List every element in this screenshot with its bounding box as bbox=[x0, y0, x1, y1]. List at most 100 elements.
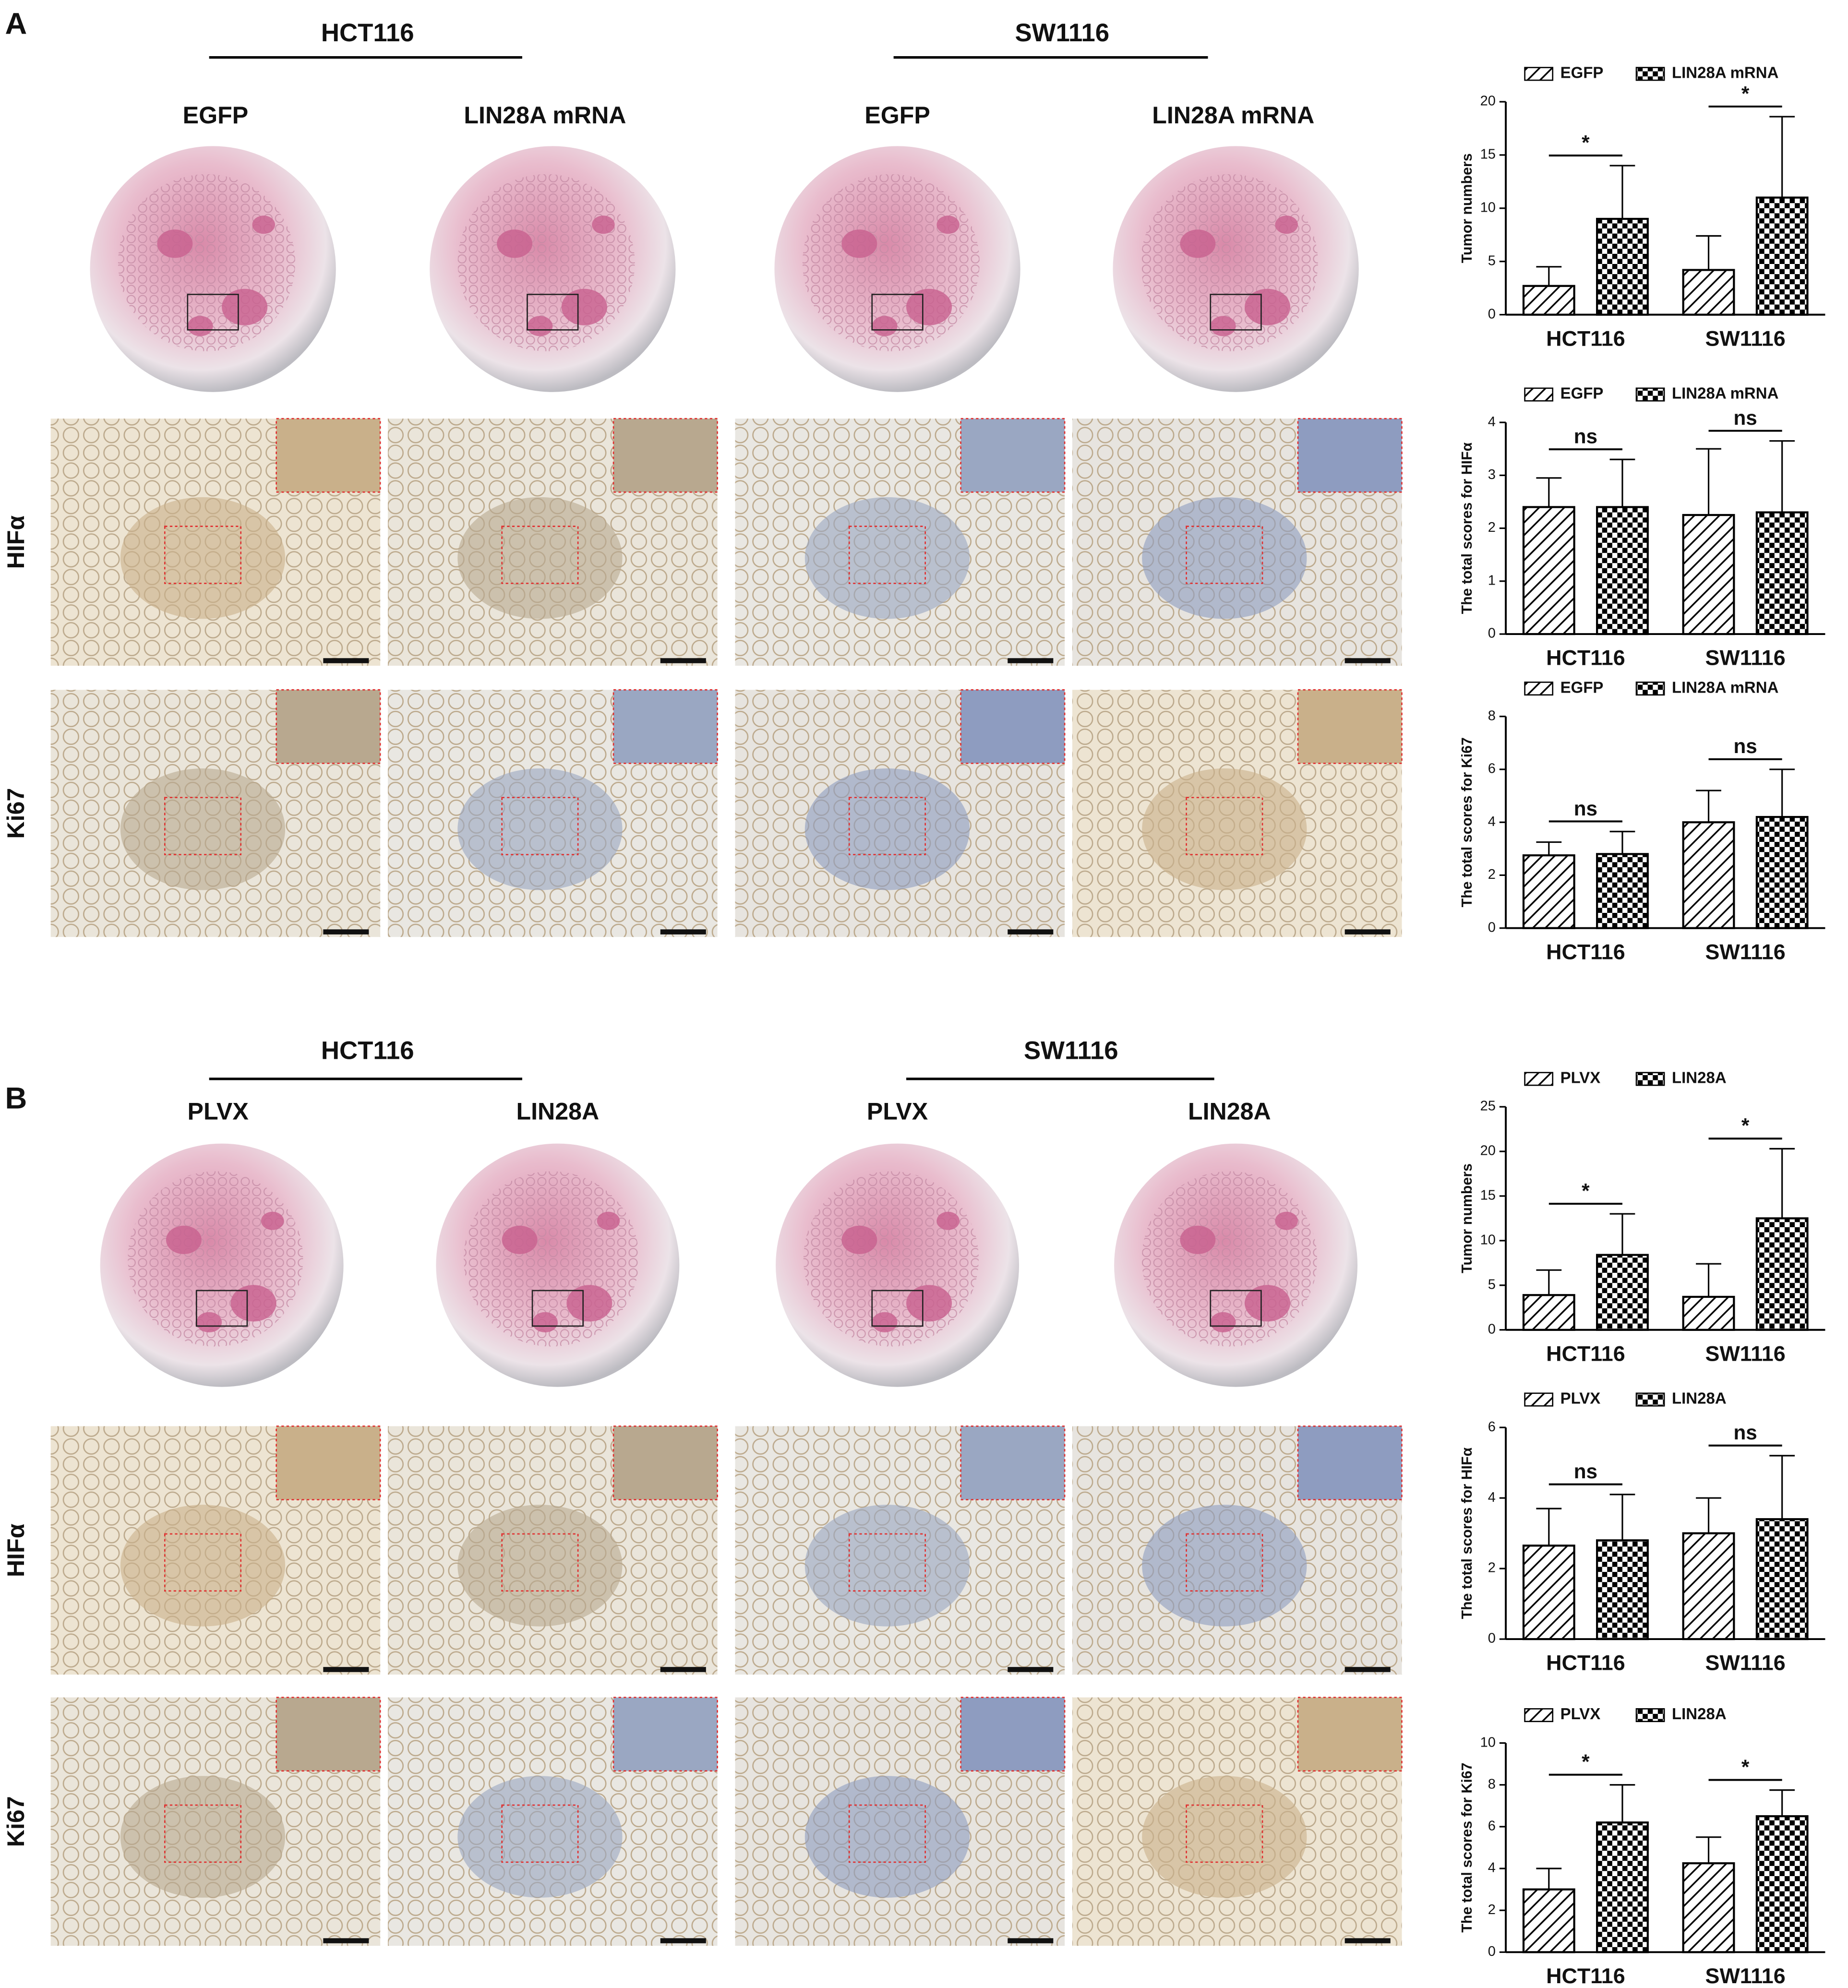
x-tick-label: SW1116 bbox=[1705, 1964, 1786, 1988]
y-tick-label: 2 bbox=[1488, 867, 1496, 882]
group-title: HCT116 bbox=[321, 19, 414, 47]
scale-bar bbox=[1344, 929, 1391, 934]
significance-label: * bbox=[1582, 1179, 1590, 1202]
tumor-nodule bbox=[1180, 229, 1216, 258]
legend-label: LIN28A bbox=[1672, 1389, 1727, 1407]
inset bbox=[960, 1425, 1066, 1500]
zoom-box bbox=[531, 1290, 584, 1327]
y-tick-label: 0 bbox=[1488, 1631, 1496, 1646]
bar bbox=[1596, 1254, 1649, 1331]
x-tick-label: HCT116 bbox=[1546, 1651, 1625, 1675]
x-tick-label: HCT116 bbox=[1546, 939, 1625, 964]
column-title: LIN28A mRNA bbox=[1152, 102, 1314, 129]
bar bbox=[1522, 854, 1575, 929]
y-tick-label: 10 bbox=[1480, 200, 1496, 215]
significance-label: * bbox=[1741, 1114, 1750, 1137]
y-tick-label: 2 bbox=[1488, 1560, 1496, 1576]
bar bbox=[1682, 821, 1735, 929]
legend-label: LIN28A mRNA bbox=[1672, 678, 1778, 696]
bar bbox=[1682, 1295, 1735, 1331]
roi-box bbox=[501, 797, 579, 855]
tumor-nodule bbox=[1210, 1312, 1236, 1333]
y-tick-label: 2 bbox=[1488, 1902, 1496, 1917]
tumor-nodule bbox=[872, 1312, 898, 1333]
y-tick-label: 6 bbox=[1488, 1819, 1496, 1834]
bar bbox=[1755, 196, 1809, 316]
bar bbox=[1596, 1539, 1649, 1641]
tumor-nodule bbox=[261, 1211, 284, 1230]
stained-region bbox=[804, 1776, 970, 1898]
legend-label: LIN28A bbox=[1672, 1705, 1727, 1723]
y-tick-label: 4 bbox=[1488, 814, 1496, 829]
stained-region bbox=[1142, 768, 1307, 890]
column-title: LIN28A mRNA bbox=[464, 102, 626, 129]
bar bbox=[1596, 853, 1649, 929]
bar bbox=[1522, 1888, 1575, 1953]
legend-swatch bbox=[1635, 682, 1665, 696]
inset bbox=[612, 1697, 718, 1772]
tumor-nodule bbox=[936, 216, 960, 234]
bar bbox=[1522, 1545, 1575, 1641]
x-tick-label: HCT116 bbox=[1546, 1964, 1625, 1988]
inset bbox=[960, 1697, 1066, 1772]
x-tick-label: SW1116 bbox=[1705, 939, 1786, 964]
bar bbox=[1522, 1294, 1575, 1331]
column-title: LIN28A bbox=[516, 1098, 599, 1125]
roi-box bbox=[1186, 797, 1263, 855]
stained-region bbox=[804, 1505, 970, 1627]
tumor-nodule bbox=[1275, 1211, 1298, 1230]
row-label: Ki67 bbox=[2, 1796, 29, 1847]
tumor-nodule bbox=[1210, 316, 1236, 336]
column-title: LIN28A bbox=[1188, 1098, 1271, 1125]
legend-label: PLVX bbox=[1560, 1069, 1601, 1087]
significance-label: * bbox=[1741, 1756, 1750, 1778]
legend-swatch bbox=[1524, 682, 1554, 696]
tumor-nodule bbox=[252, 216, 276, 234]
roi-box bbox=[1186, 526, 1263, 584]
row-label: HIFα bbox=[2, 1523, 29, 1577]
tumor-nodule bbox=[906, 1285, 952, 1322]
tumor-nodule bbox=[502, 1225, 538, 1254]
y-tick-label: 15 bbox=[1480, 1188, 1496, 1203]
legend-label: LIN28A mRNA bbox=[1672, 384, 1778, 402]
y-tick-label: 4 bbox=[1488, 414, 1496, 430]
y-axis-label: The total scores for Ki67 bbox=[1459, 1762, 1475, 1932]
significance-label: ns bbox=[1733, 1421, 1757, 1444]
tumor-nodule bbox=[1275, 216, 1298, 234]
bar bbox=[1755, 1217, 1809, 1331]
scale-bar bbox=[1008, 658, 1054, 663]
legend-swatch bbox=[1524, 1708, 1554, 1723]
stained-region bbox=[120, 1776, 286, 1898]
y-tick-label: 3 bbox=[1488, 467, 1496, 482]
zoom-box bbox=[195, 1290, 248, 1327]
x-tick-label: HCT116 bbox=[1546, 326, 1625, 350]
tumor-nodule bbox=[872, 316, 898, 336]
y-axis-label: Tumor numbers bbox=[1459, 1163, 1475, 1273]
tumor-nodule bbox=[166, 1225, 202, 1254]
bar bbox=[1682, 514, 1735, 635]
legend-label: EGFP bbox=[1560, 64, 1604, 82]
row-label: HIFα bbox=[2, 515, 29, 569]
y-tick-label: 2 bbox=[1488, 520, 1496, 535]
y-tick-label: 0 bbox=[1488, 920, 1496, 935]
significance-label: ns bbox=[1733, 735, 1757, 757]
scale-bar bbox=[660, 658, 706, 663]
significance-label: ns bbox=[1574, 1460, 1597, 1483]
stained-region bbox=[120, 768, 286, 890]
roi-box bbox=[501, 1533, 579, 1592]
roi-box bbox=[848, 1533, 926, 1592]
tumor-nodule bbox=[936, 1211, 960, 1230]
zoom-box bbox=[527, 294, 579, 331]
legend-label: LIN28A bbox=[1672, 1069, 1727, 1087]
y-tick-label: 6 bbox=[1488, 1419, 1496, 1435]
tumor-nodule bbox=[841, 1225, 877, 1254]
inset bbox=[960, 418, 1066, 493]
roi-box bbox=[1186, 1804, 1263, 1863]
tumor-nodule bbox=[222, 288, 268, 325]
roi-box bbox=[501, 526, 579, 584]
zoom-box bbox=[187, 294, 239, 331]
y-tick-label: 5 bbox=[1488, 1277, 1496, 1292]
inset bbox=[276, 1425, 381, 1500]
tumor-nodule bbox=[592, 216, 615, 234]
y-axis-label: The total scores for HIFα bbox=[1459, 1447, 1475, 1619]
